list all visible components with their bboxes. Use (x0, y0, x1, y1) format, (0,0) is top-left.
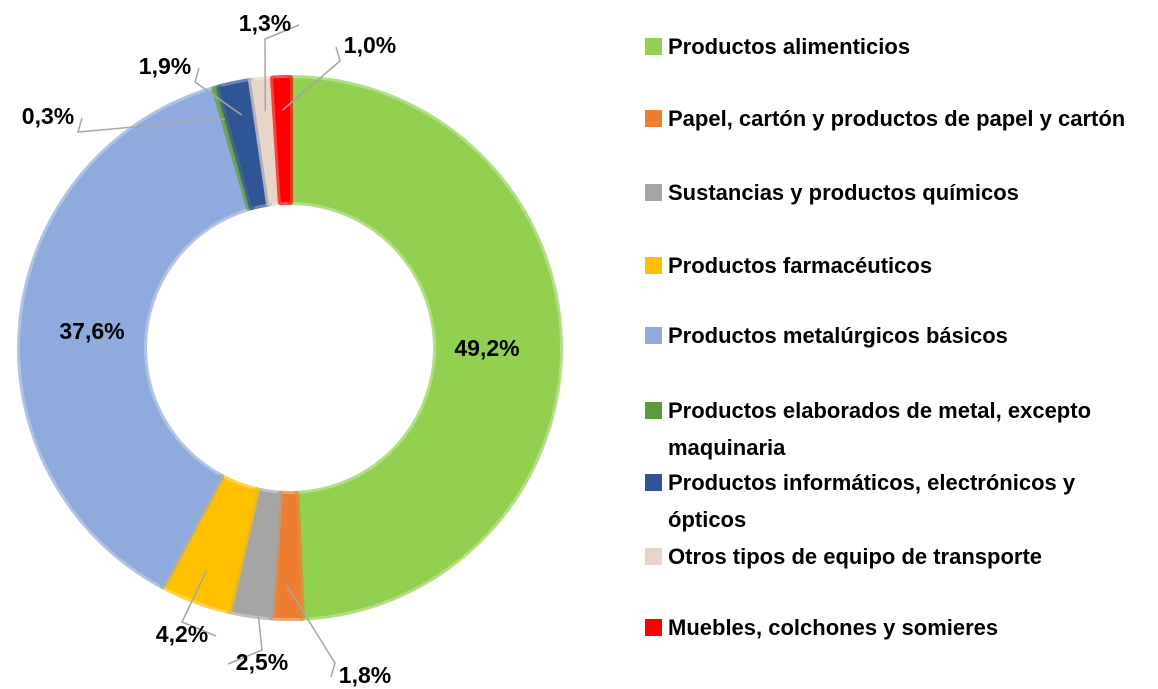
legend-item: Productos farmacéuticos (645, 247, 1150, 284)
data-label: 1,9% (139, 53, 191, 79)
donut-slice (270, 75, 293, 206)
leader-line (286, 585, 336, 678)
legend-item: Productos informáticos, electrónicos y ó… (645, 464, 1150, 538)
legend-swatch (645, 257, 662, 274)
data-label: 49,2% (454, 335, 519, 361)
legend-swatch (645, 402, 662, 419)
legend-label: Productos informáticos, electrónicos y ó… (668, 470, 1076, 532)
leader-line (76, 117, 226, 133)
legend-label: Sustancias y productos químicos (668, 180, 1019, 205)
data-label: 1,3% (239, 10, 291, 36)
data-label: 0,3% (22, 103, 74, 129)
data-label: 2,5% (236, 649, 288, 675)
leader-line (227, 583, 263, 665)
legend-label: Productos alimenticios (668, 34, 911, 59)
legend-swatch (645, 327, 662, 344)
legend-item: Productos metalúrgicos básicos (645, 317, 1150, 354)
leader-line (282, 46, 341, 111)
legend-swatch (645, 110, 662, 127)
leader-line (180, 570, 217, 637)
legend-swatch (645, 38, 662, 55)
legend-swatch (645, 474, 662, 491)
legend-label: Muebles, colchones y somieres (668, 615, 999, 640)
legend-label: Productos elaborados de metal, excepto m… (668, 398, 1092, 460)
leader-line (194, 67, 243, 116)
legend-item: Muebles, colchones y somieres (645, 609, 1150, 646)
leader-line (264, 24, 300, 112)
chart: 49,2% 1,8% 2,5% 4,2% 37,6% 0,3% 1,9% 1,3% 1,0% (17, 10, 563, 688)
legend-swatch (645, 548, 662, 565)
data-label: 4,2% (156, 621, 208, 647)
donut-slice (287, 75, 563, 621)
legend-label: Productos metalúrgicos básicos (668, 323, 1008, 348)
legend-item: Productos alimenticios (645, 28, 1150, 65)
legend-label: Papel, cartón y productos de papel y car… (668, 106, 1126, 131)
legend-swatch (645, 184, 662, 201)
donut-slice (17, 85, 253, 590)
legend-label: Otros tipos de equipo de transporte (668, 544, 1043, 569)
legend-item: Productos elaborados de metal, excepto m… (645, 392, 1150, 466)
legend-label: Productos farmacéuticos (668, 253, 933, 278)
data-label: 1,8% (339, 662, 391, 688)
legend-swatch (645, 619, 662, 636)
data-label: 1,0% (344, 32, 396, 58)
legend-item: Papel, cartón y productos de papel y car… (645, 100, 1150, 137)
legend-item: Sustancias y productos químicos (645, 174, 1150, 211)
data-label: 37,6% (59, 318, 124, 344)
legend-item: Otros tipos de equipo de transporte (645, 538, 1150, 575)
